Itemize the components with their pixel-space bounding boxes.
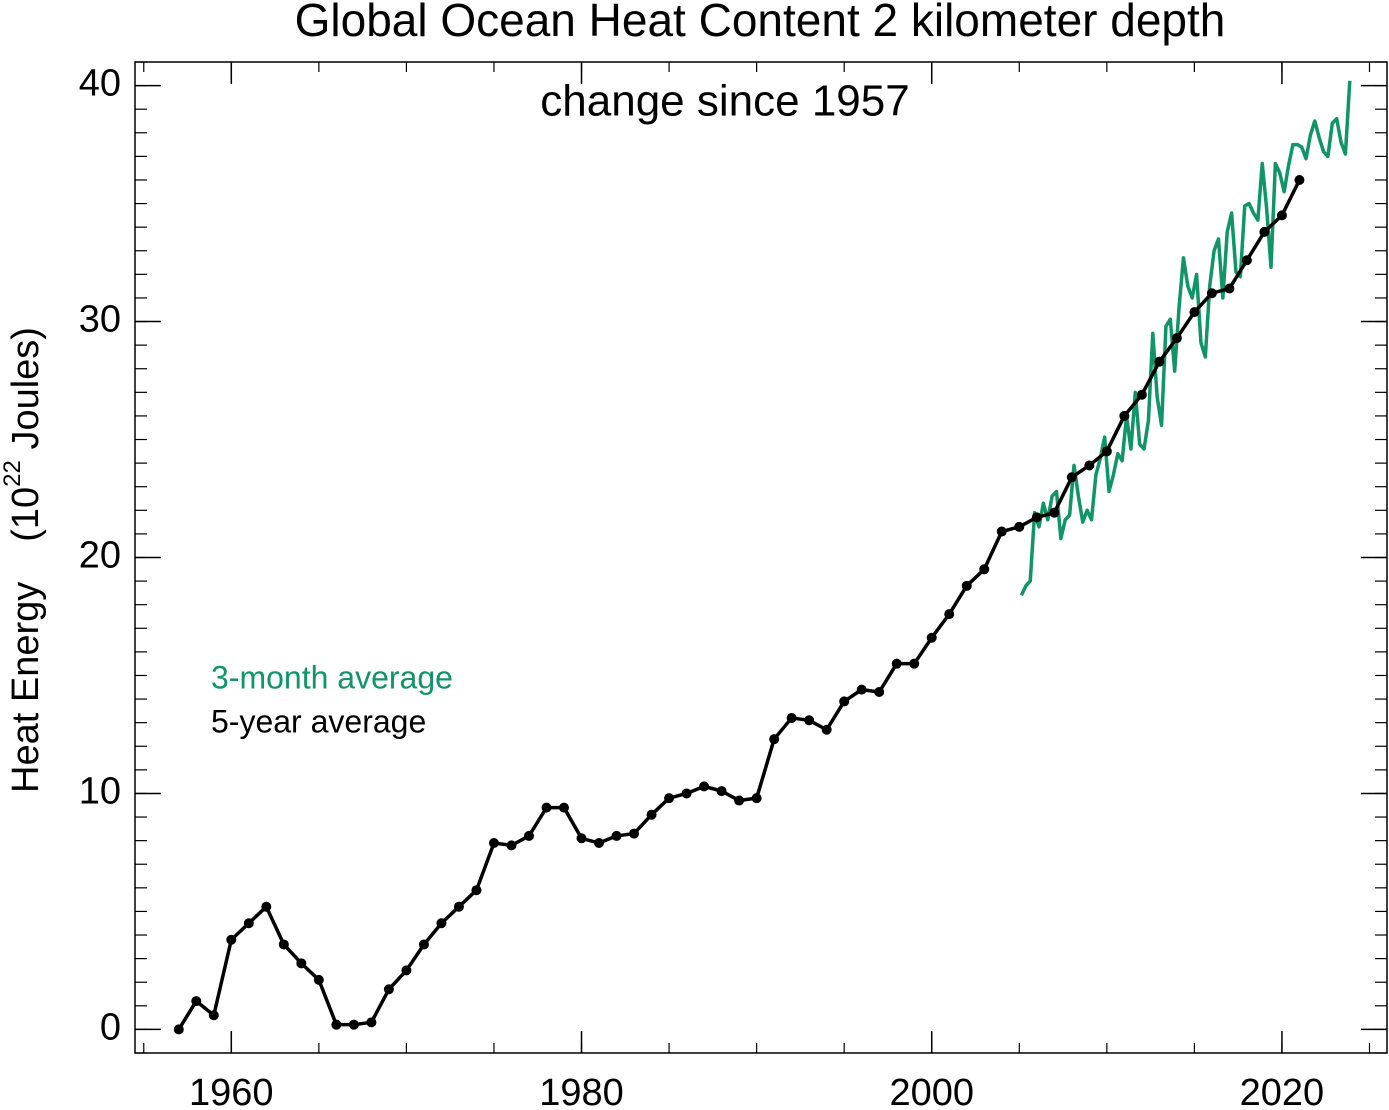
data-point <box>1014 521 1025 532</box>
y-tick-label: 0 <box>100 1006 121 1048</box>
data-point <box>1119 410 1130 421</box>
data-point <box>664 793 675 804</box>
data-point <box>1259 226 1270 237</box>
data-point <box>296 958 307 969</box>
x-tick-label: 1960 <box>189 1072 274 1110</box>
data-point <box>839 696 850 707</box>
data-point <box>1171 333 1182 344</box>
data-point <box>856 684 867 695</box>
data-point <box>909 658 920 669</box>
data-point <box>646 809 657 820</box>
data-point <box>541 802 552 813</box>
data-point <box>1189 307 1200 318</box>
data-point <box>488 838 499 849</box>
y-tick-label: 20 <box>79 535 121 577</box>
data-point <box>944 609 955 620</box>
data-point <box>401 965 412 976</box>
data-point <box>1276 210 1287 221</box>
y-tick-label: 10 <box>79 770 121 812</box>
data-point <box>769 734 780 745</box>
data-point <box>786 712 797 723</box>
x-tick-label: 2020 <box>1240 1072 1325 1110</box>
data-point <box>453 901 464 912</box>
data-point <box>471 885 482 896</box>
data-point <box>891 658 902 669</box>
data-point <box>208 1010 219 1021</box>
y-label-exp: 22 <box>0 460 26 487</box>
data-point <box>1101 446 1112 457</box>
data-point <box>383 984 394 995</box>
data-point <box>979 564 990 575</box>
data-point <box>961 580 972 591</box>
data-point <box>1154 356 1165 367</box>
data-point <box>611 830 622 841</box>
data-point <box>996 526 1007 537</box>
data-point <box>313 974 324 985</box>
data-point <box>629 828 640 839</box>
data-point <box>1294 174 1305 185</box>
chart-title: Global Ocean Heat Content 2 kilometer de… <box>295 0 1226 46</box>
data-point <box>506 840 517 851</box>
data-point <box>331 1019 342 1030</box>
data-point <box>1206 288 1217 299</box>
plot-frame <box>134 61 1388 1054</box>
data-point <box>1136 389 1147 400</box>
data-point <box>576 833 587 844</box>
data-point <box>418 939 429 950</box>
data-point <box>559 802 570 813</box>
y-label-text: Heat Energy <box>5 582 47 793</box>
data-point <box>926 632 937 643</box>
data-point <box>804 715 815 726</box>
data-point <box>278 939 289 950</box>
data-point <box>523 830 534 841</box>
data-point <box>1241 255 1252 266</box>
y-label-unit-rest: Joules) <box>5 327 47 460</box>
data-point <box>751 793 762 804</box>
data-point <box>366 1017 377 1028</box>
data-point <box>1031 512 1042 523</box>
data-point <box>734 795 745 806</box>
data-point <box>173 1024 184 1035</box>
data-point <box>226 934 237 945</box>
y-label-unit: (10 <box>5 487 47 542</box>
y-axis-label: Heat Energy (1022 Joules) <box>0 327 47 793</box>
data-point <box>191 996 202 1007</box>
data-point <box>1084 460 1095 471</box>
chart-subtitle: change since 1957 <box>540 77 909 126</box>
data-point <box>594 838 605 849</box>
data-point <box>348 1019 359 1030</box>
data-point <box>681 788 692 799</box>
legend-entry: 3-month average <box>211 659 453 695</box>
data-point <box>874 686 885 697</box>
data-point <box>1066 472 1077 483</box>
y-tick-label: 40 <box>79 63 121 105</box>
data-point <box>1049 507 1060 518</box>
data-point <box>716 786 727 797</box>
data-point <box>1224 283 1235 294</box>
series-line <box>177 179 1302 1031</box>
data-point <box>436 918 447 929</box>
series-line <box>1019 80 1352 596</box>
x-tick-label: 1980 <box>539 1072 624 1110</box>
data-point <box>243 918 254 929</box>
y-tick-label: 30 <box>79 299 121 341</box>
data-point <box>821 724 832 735</box>
data-point <box>699 781 710 792</box>
data-point <box>261 901 272 912</box>
legend-entry: 5-year average <box>211 703 426 739</box>
x-tick-label: 2000 <box>889 1072 974 1110</box>
